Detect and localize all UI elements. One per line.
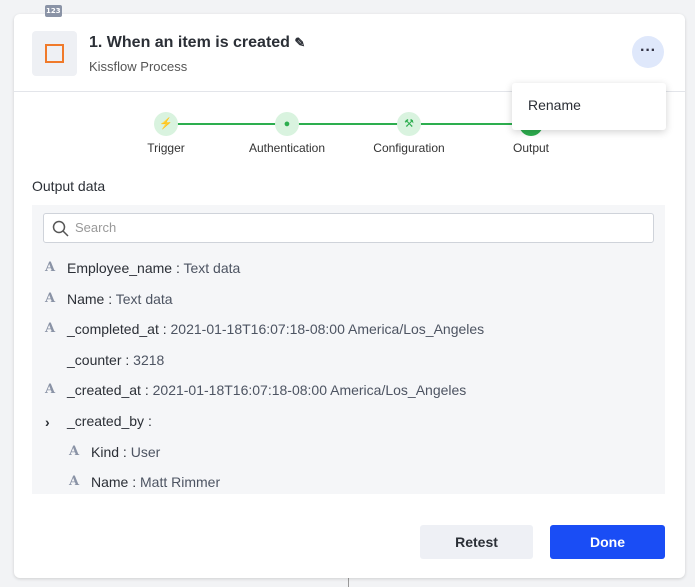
output-item: Name : Matt Rimmer [91,472,220,492]
type-icon: A [69,443,80,459]
done-button[interactable]: Done [550,525,665,559]
item-value: 3218 [133,351,165,368]
item-key: Name : [91,474,137,491]
step-label: Trigger [147,141,185,155]
item-value: 2021-01-18T16:07:18-08:00 America/Los_An… [152,382,467,399]
step-label: Output [512,141,550,155]
divider [14,91,685,92]
output-item: Name : Text data [67,289,173,309]
retest-button[interactable]: Retest [420,525,533,559]
output-item: _created_at : 2021-01-18T16:07:18-08:00 … [67,380,466,400]
dropdown: Rename [512,83,666,130]
step-circle: ⚒ [397,112,421,136]
step-circle: ⚡ [154,112,178,136]
type-icon: A [45,290,56,306]
subtitle: Kissflow Process [89,59,188,74]
title: 1. When an item is created ✎ [89,34,305,52]
app-icon [32,31,77,76]
edit-icon[interactable]: ✎ [294,35,306,50]
type-icon: 123 [45,5,62,17]
item-value: 2021-01-18T16:07:18-08:00 America/Los_An… [170,321,485,338]
output-item: Employee_name : Text data [67,258,240,278]
output-item: _created_by : [67,411,152,431]
item-value: Text data [115,290,173,307]
output-item: _counter : 3218 [67,350,164,370]
item-key: Name : [67,290,113,307]
type-icon: A [69,474,80,490]
menu-item[interactable]: Rename [528,97,581,113]
search-placeholder: Search [75,220,117,235]
section-title: Output data [32,178,106,194]
type-icon: A [45,321,56,337]
output-item: _completed_at : 2021-01-18T16:07:18-08:0… [67,319,484,339]
step-line [166,123,531,125]
output-item: Kind : User [91,442,160,462]
output-panel [32,205,665,494]
item-key: _created_at : [67,382,149,399]
item-key: _completed_at : [67,321,167,338]
step-label: Authentication [248,141,326,155]
connector [348,578,349,587]
item-key: Employee_name : [67,260,180,276]
type-icon: A [45,382,56,398]
step-label: Configuration [373,141,445,155]
item-key: _created_by : [67,413,152,429]
step-circle: ● [275,112,299,136]
expand-toggle[interactable]: › [45,414,50,430]
item-key: _counter : [67,351,130,368]
search-icon [52,220,69,237]
item-value: User [130,443,161,460]
search-box[interactable]: Search [43,213,654,243]
title-text: 1. When an item is created [89,34,290,51]
item-key: Kind : [91,443,127,460]
item-value: Text data [183,260,241,276]
app-icon-shape [45,44,64,63]
item-value: Matt Rimmer [140,474,221,491]
menu-button[interactable]: ··· [632,36,664,68]
type-icon: A [45,260,56,275]
